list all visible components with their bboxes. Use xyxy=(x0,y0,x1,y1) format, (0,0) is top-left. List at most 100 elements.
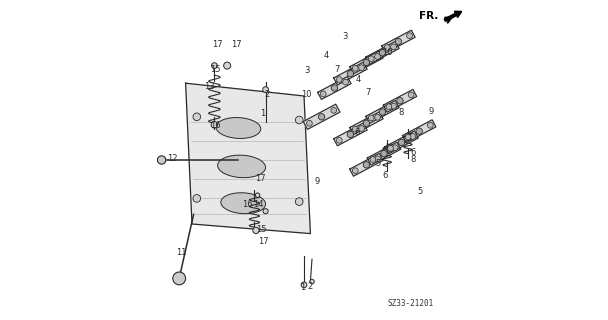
Circle shape xyxy=(336,137,342,143)
Circle shape xyxy=(363,162,370,168)
Text: 2: 2 xyxy=(264,90,270,99)
Text: FR.: FR. xyxy=(419,11,438,21)
Text: 16: 16 xyxy=(210,121,221,130)
Text: 1: 1 xyxy=(260,109,265,118)
Text: 8: 8 xyxy=(398,108,403,117)
Circle shape xyxy=(384,44,390,50)
Text: 5: 5 xyxy=(375,159,380,168)
Circle shape xyxy=(398,139,405,146)
Ellipse shape xyxy=(216,117,261,139)
Text: 15: 15 xyxy=(256,225,267,234)
Ellipse shape xyxy=(218,155,266,178)
Circle shape xyxy=(416,128,423,134)
Circle shape xyxy=(363,59,370,66)
Circle shape xyxy=(263,87,269,92)
Circle shape xyxy=(353,168,358,173)
Polygon shape xyxy=(367,142,401,165)
Polygon shape xyxy=(185,83,311,234)
Circle shape xyxy=(193,113,201,121)
Ellipse shape xyxy=(221,193,266,214)
Text: 2: 2 xyxy=(307,282,313,291)
Circle shape xyxy=(368,56,374,61)
Text: 4: 4 xyxy=(355,76,361,84)
Text: 9: 9 xyxy=(314,177,319,186)
Circle shape xyxy=(253,227,259,234)
Polygon shape xyxy=(350,153,383,176)
Polygon shape xyxy=(318,76,351,100)
Circle shape xyxy=(387,145,393,151)
Circle shape xyxy=(381,150,387,157)
Circle shape xyxy=(212,63,217,68)
Polygon shape xyxy=(303,104,340,129)
Text: 6: 6 xyxy=(354,128,359,137)
Text: 14: 14 xyxy=(254,200,264,209)
Circle shape xyxy=(301,282,307,288)
Text: 7: 7 xyxy=(334,65,339,74)
Text: 3: 3 xyxy=(342,32,348,41)
Circle shape xyxy=(255,193,260,197)
Text: SZ33-21201: SZ33-21201 xyxy=(387,300,434,308)
Text: 5: 5 xyxy=(417,188,423,196)
Text: 17: 17 xyxy=(255,174,266,183)
Text: 17: 17 xyxy=(258,237,269,246)
Circle shape xyxy=(368,115,374,121)
Circle shape xyxy=(353,126,358,132)
Circle shape xyxy=(410,134,416,140)
Polygon shape xyxy=(350,112,383,135)
Polygon shape xyxy=(382,30,415,53)
Circle shape xyxy=(336,76,342,82)
Circle shape xyxy=(319,114,325,120)
Circle shape xyxy=(375,54,381,60)
Circle shape xyxy=(407,33,412,39)
Circle shape xyxy=(379,109,385,115)
Polygon shape xyxy=(334,62,367,85)
Circle shape xyxy=(347,131,354,138)
Circle shape xyxy=(343,79,348,85)
Circle shape xyxy=(331,108,337,113)
Text: 4: 4 xyxy=(323,52,328,60)
Circle shape xyxy=(263,209,268,214)
Circle shape xyxy=(408,92,414,98)
Text: 3: 3 xyxy=(305,66,310,75)
Circle shape xyxy=(363,120,370,126)
Circle shape xyxy=(397,98,403,104)
Text: 12: 12 xyxy=(168,154,178,163)
Circle shape xyxy=(347,70,354,77)
Text: 6: 6 xyxy=(382,171,388,180)
Circle shape xyxy=(395,38,402,45)
Circle shape xyxy=(353,65,358,71)
FancyArrow shape xyxy=(444,11,461,21)
Text: 15: 15 xyxy=(210,65,220,74)
Text: 7: 7 xyxy=(365,88,371,97)
Circle shape xyxy=(427,123,434,128)
Circle shape xyxy=(359,126,364,132)
Circle shape xyxy=(173,272,185,285)
Polygon shape xyxy=(334,123,367,146)
Circle shape xyxy=(379,50,385,56)
Text: 10: 10 xyxy=(301,90,311,99)
Text: 8: 8 xyxy=(410,156,415,164)
Text: 6: 6 xyxy=(411,148,416,157)
Circle shape xyxy=(392,145,398,151)
Circle shape xyxy=(295,198,303,205)
Circle shape xyxy=(375,156,381,162)
Circle shape xyxy=(306,120,313,126)
Text: 11: 11 xyxy=(176,248,187,257)
Circle shape xyxy=(386,104,392,109)
Text: 10: 10 xyxy=(382,48,392,57)
Circle shape xyxy=(309,279,314,284)
Text: 13: 13 xyxy=(204,82,215,91)
Circle shape xyxy=(359,65,364,71)
Text: 16: 16 xyxy=(242,200,253,209)
Circle shape xyxy=(375,115,381,120)
Circle shape xyxy=(224,62,230,69)
Polygon shape xyxy=(385,131,418,154)
Polygon shape xyxy=(350,51,383,74)
Circle shape xyxy=(331,85,337,91)
Text: 9: 9 xyxy=(429,107,434,116)
Text: 17: 17 xyxy=(231,40,241,49)
Circle shape xyxy=(391,103,396,109)
Circle shape xyxy=(405,134,411,140)
Polygon shape xyxy=(365,100,399,124)
Polygon shape xyxy=(402,120,436,143)
